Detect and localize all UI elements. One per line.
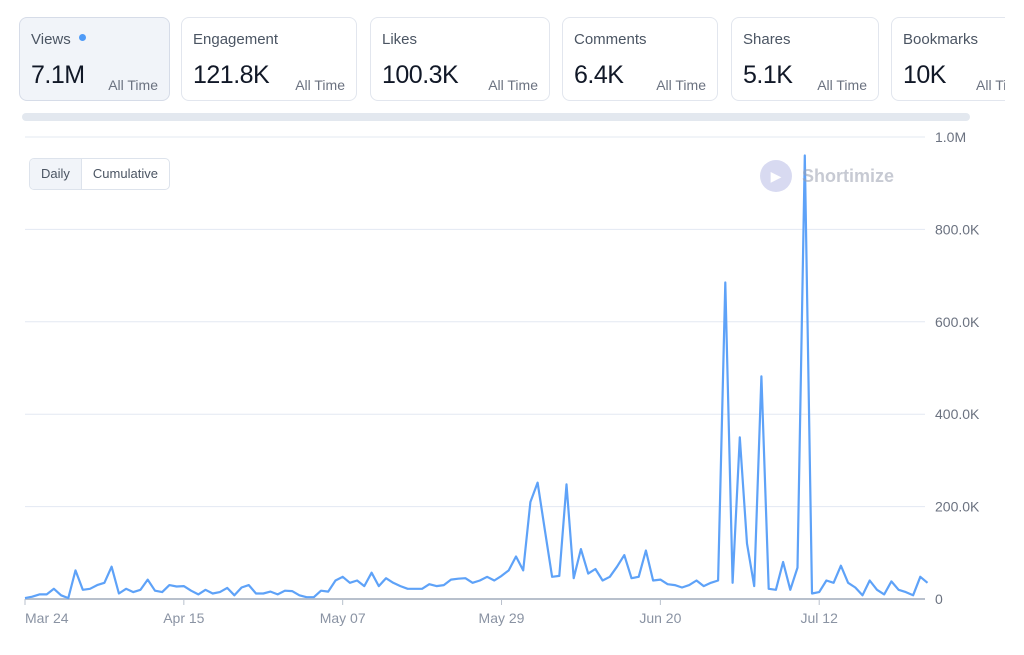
cumulative-button[interactable]: Cumulative [92,166,158,181]
metric-label: Views [31,31,71,48]
metric-value: 6.4K [574,61,624,89]
daily-button[interactable]: Daily [30,159,82,189]
x-tick-label: May 07 [320,610,366,626]
metric-label: Comments [574,31,647,48]
metric-period: All Time [108,77,158,93]
metric-card-bookmarks[interactable]: Bookmarks 10K All Time [891,17,1005,101]
metric-value: 100.3K [382,61,459,89]
metric-period: All Time [817,77,867,93]
metric-card-comments[interactable]: Comments 6.4K All Time [562,17,718,101]
x-tick-label: Mar 24 [25,610,69,626]
metric-period: All Time [488,77,538,93]
views-series-line [24,154,929,600]
shortimize-logo-icon: ▶ [760,160,792,192]
y-tick-label: 1.0M [935,129,966,145]
metric-period: All Time [295,77,345,93]
y-tick-label: 0 [935,591,943,607]
metric-card-likes[interactable]: Likes 100.3K All Time [370,17,550,101]
metric-value: 10K [903,61,946,89]
x-tick-label: May 29 [479,610,525,626]
metric-card-shares[interactable]: Shares 5.1K All Time [731,17,879,101]
y-tick-label: 400.0K [935,406,980,422]
metric-cards: Views 7.1M All Time Engagement 121.8K Al… [19,17,1005,103]
metric-value: 5.1K [743,61,793,89]
horizontal-scrollbar[interactable] [22,113,970,121]
x-tick-label: Apr 15 [163,610,204,626]
metric-period: All Time [656,77,706,93]
watermark: ▶ Shortimize [760,160,894,192]
chart-mode-toggle: Daily Cumulative [29,158,170,190]
y-tick-label: 200.0K [935,499,980,515]
metric-label: Engagement [193,31,279,48]
metric-card-views[interactable]: Views 7.1M All Time [19,17,170,101]
metric-period: All Time [976,77,1005,93]
metric-label: Likes [382,31,418,48]
x-tick-label: Jul 12 [801,610,839,626]
active-dot-icon [78,33,86,41]
metric-label: Bookmarks [903,31,979,48]
metric-card-engagement[interactable]: Engagement 121.8K All Time [181,17,357,101]
metric-value: 121.8K [193,61,270,89]
y-tick-label: 600.0K [935,314,980,330]
metric-label: Shares [743,31,791,48]
watermark-text: Shortimize [802,165,895,186]
y-tick-label: 800.0K [935,221,980,237]
metric-value: 7.1M [31,61,85,89]
x-tick-label: Jun 20 [639,610,681,626]
